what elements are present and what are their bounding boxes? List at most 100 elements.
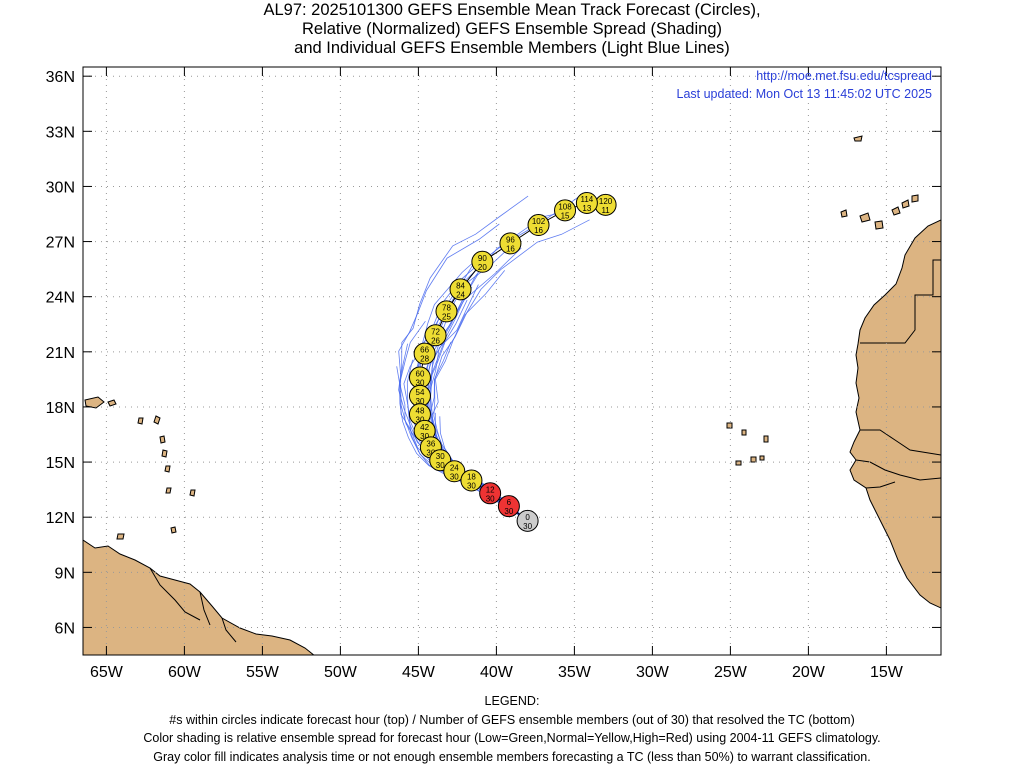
country-border <box>149 567 201 621</box>
forecast-hour-label: 54 <box>416 388 425 397</box>
member-count-label: 26 <box>431 336 440 345</box>
member-count-label: 30 <box>467 481 476 490</box>
island <box>165 487 172 494</box>
member-count-label: 24 <box>456 290 465 299</box>
island <box>170 526 177 534</box>
island <box>911 194 919 203</box>
country-border <box>860 259 941 344</box>
member-count-label: 30 <box>523 522 532 531</box>
title-line-1: AL97: 2025101300 GEFS Ensemble Mean Trac… <box>263 1 761 19</box>
member-count-label: 25 <box>442 312 451 321</box>
lon-tick-label: 15W <box>870 664 904 681</box>
axis-ticks: 36N 33N 30N 27N 24N 21N 18N 15N 12N 9N 6N 65W 60W 55W… <box>46 67 941 681</box>
source-url[interactable]: http://moe.met.fsu.edu/tcspread <box>756 69 932 83</box>
map-title: AL97: 2025101300 GEFS Ensemble Mean Trac… <box>0 1 1024 58</box>
track-circle <box>460 469 483 492</box>
track-circle <box>443 460 466 483</box>
island <box>161 449 168 458</box>
forecast-hour-label: 120 <box>599 197 613 206</box>
island <box>741 429 747 436</box>
forecast-hour-label: 96 <box>506 235 515 244</box>
lon-tick-label: 40W <box>480 664 514 681</box>
forecast-hour-label: 30 <box>436 452 445 461</box>
lon-tick-label: 25W <box>714 664 748 681</box>
country-border <box>221 617 237 643</box>
track-circle <box>575 191 598 214</box>
forecast-hour-label: 114 <box>580 195 593 204</box>
track-circle <box>449 278 472 301</box>
forecast-hour-label: 0 <box>525 513 530 522</box>
member-count-label: 16 <box>506 244 515 253</box>
forecast-hour-label: 36 <box>426 439 435 448</box>
ensemble-member-track <box>429 341 528 522</box>
island <box>84 396 105 409</box>
track-point-6: 630 <box>497 495 520 518</box>
member-count-label: 28 <box>420 355 429 364</box>
member-count-label: 30 <box>450 472 459 481</box>
forecast-hour-label: 60 <box>416 370 425 379</box>
island <box>859 212 871 223</box>
forecast-hour-label: 108 <box>558 202 572 211</box>
island <box>840 209 848 218</box>
lat-tick-label: 15N <box>46 455 75 472</box>
lon-tick-label: 50W <box>324 664 358 681</box>
plot-frame <box>82 66 942 656</box>
forecast-hour-label: 78 <box>442 303 451 312</box>
island <box>891 206 901 216</box>
island <box>137 417 144 425</box>
legend-line-1: #s within circles indicate forecast hour… <box>169 712 855 727</box>
lat-tick-label: 21N <box>46 345 75 362</box>
lat-tick-label: 12N <box>46 510 75 527</box>
lon-tick-label: 60W <box>168 664 202 681</box>
island <box>874 220 884 230</box>
member-count-label: 11 <box>601 206 610 215</box>
island <box>116 533 125 540</box>
member-count-label: 30 <box>504 507 513 516</box>
forecast-hour-label: 84 <box>456 281 465 290</box>
island <box>735 460 742 466</box>
island <box>853 135 863 142</box>
lat-tick-label: 24N <box>46 290 75 307</box>
island <box>164 465 171 473</box>
lon-tick-label: 20W <box>792 664 826 681</box>
island <box>726 422 733 429</box>
member-count-label: 16 <box>534 226 543 235</box>
forecast-hour-label: 48 <box>416 406 425 415</box>
lon-tick-label: 55W <box>246 664 280 681</box>
country-border <box>860 429 941 456</box>
member-count-label: 30 <box>486 494 495 503</box>
island <box>159 435 166 444</box>
track-circle <box>471 250 494 273</box>
lon-tick-label: 35W <box>558 664 592 681</box>
lat-tick-label: 33N <box>46 124 75 141</box>
member-count-label: 30 <box>416 415 425 424</box>
legend: LEGEND: #s within circles indicate forec… <box>0 692 1024 766</box>
island <box>750 456 757 463</box>
track-circle <box>499 232 522 255</box>
forecast-hour-label: 102 <box>532 217 546 226</box>
island <box>901 199 910 209</box>
member-count-label: 30 <box>416 397 425 406</box>
forecast-hour-label: 42 <box>420 423 429 432</box>
forecast-hour-label: 90 <box>478 254 487 263</box>
forecast-hour-label: 72 <box>431 327 440 336</box>
track-circle <box>516 509 539 532</box>
forecast-hour-label: 24 <box>450 463 459 472</box>
forecast-hour-label: 12 <box>486 485 495 494</box>
lon-tick-label: 65W <box>90 664 124 681</box>
island <box>153 415 161 425</box>
track-circle <box>497 495 520 518</box>
land-masses <box>83 135 941 655</box>
forecast-hour-label: 18 <box>467 472 476 481</box>
title-line-2: Relative (Normalized) GEFS Ensemble Spre… <box>301 20 722 38</box>
member-count-label: 30 <box>416 379 425 388</box>
legend-line-3: Gray color fill indicates analysis time … <box>153 749 871 764</box>
